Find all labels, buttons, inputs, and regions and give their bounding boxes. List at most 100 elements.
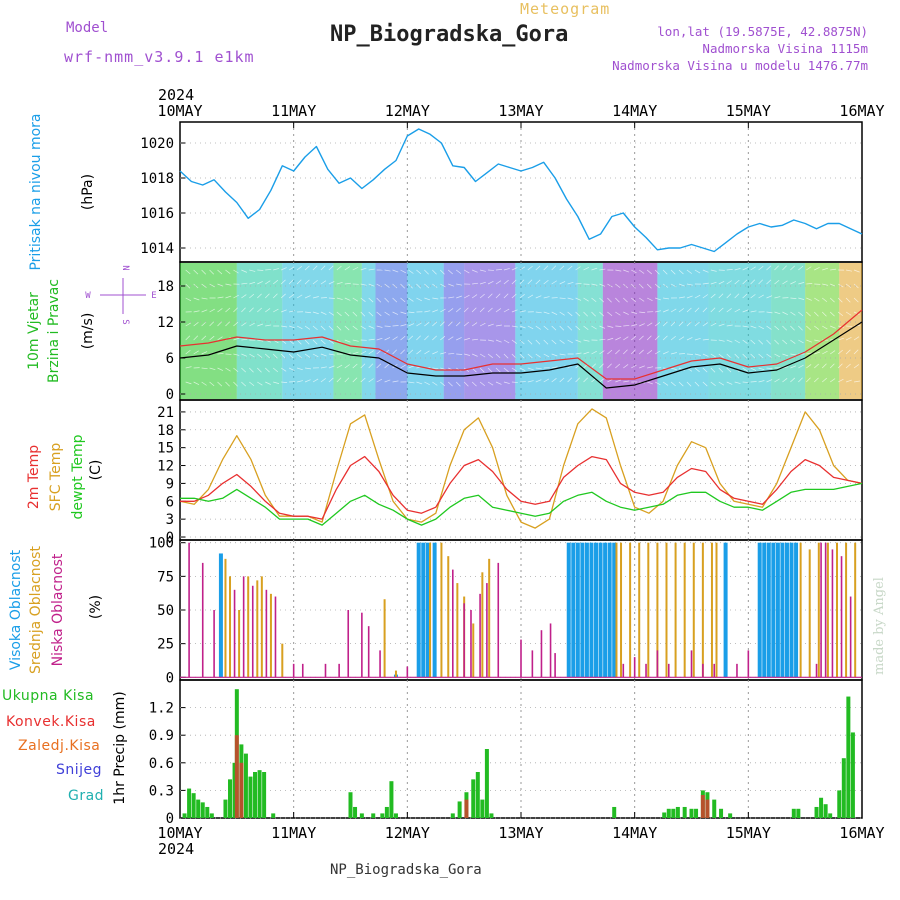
wind-barb-370 [511, 279, 517, 285]
wind-barb-102 [273, 308, 279, 313]
wind-barb-351 [495, 269, 502, 271]
low-cloud-bar-33 [690, 650, 693, 678]
wind-barb-382 [519, 325, 526, 329]
wind-barb-435 [567, 311, 573, 317]
wind-barb-21 [201, 309, 208, 313]
total-precip-bar-25 [393, 813, 398, 818]
wind-barb-311 [456, 337, 462, 341]
wind-barb-127 [296, 279, 302, 285]
wind-barb-200 [360, 297, 366, 302]
low-cloud-bar-19 [470, 610, 472, 678]
wind-barb-170 [328, 377, 334, 383]
high-cloud-bar-9 [580, 542, 585, 678]
wind-barb-397 [535, 279, 541, 285]
total-precip-bar-34 [612, 806, 617, 818]
wind-barb-573 [686, 353, 693, 355]
total-precip-bar-6 [209, 813, 214, 818]
wind-barb-165 [328, 311, 335, 316]
wind-barb-385 [519, 367, 526, 371]
low-cloud-bar-11 [338, 663, 340, 678]
wind-barb-98 [265, 381, 271, 385]
wind-barb-534 [655, 310, 662, 313]
wind-barb-36 [217, 269, 223, 275]
wind-barb-72 [249, 269, 256, 272]
wind-barb-383 [519, 339, 525, 345]
high-cloud-axis-title: Visoka Oblacnost [8, 549, 24, 670]
wind-field-5 [375, 263, 408, 399]
high-cloud-bar-19 [762, 542, 767, 678]
total-precip-bar-12 [243, 753, 248, 818]
wind-barb-235 [392, 283, 398, 289]
wind-barb-240 [392, 349, 397, 355]
wind-barb-365 [503, 339, 510, 344]
wind-barb-76 [249, 322, 255, 327]
wind-barb-445 [575, 325, 581, 331]
high-cloud-bar-5 [432, 542, 437, 678]
mid-cloud-bar-23 [656, 542, 659, 678]
wind-barb-317 [464, 294, 470, 299]
wind-barb-212 [368, 338, 375, 341]
wind-barb-426 [559, 311, 565, 316]
wind-barb-409 [543, 325, 549, 331]
wind-barb-181 [344, 282, 351, 285]
wind-barb-745 [837, 363, 843, 369]
wind-barb-105 [272, 353, 278, 359]
wind-barb-109 [280, 279, 286, 285]
wind-barb-124 [288, 367, 295, 371]
wind-barb-53 [225, 381, 230, 387]
wind-barb-550 [670, 283, 677, 288]
wind-barb-246 [400, 311, 407, 315]
wind-barb-54 [233, 269, 239, 274]
wind-barb-482 [607, 337, 614, 341]
wind-barb-206 [360, 377, 366, 383]
wind-barb-472 [599, 325, 606, 329]
wind-barb-517 [639, 323, 645, 327]
wind-barb-65 [241, 294, 247, 299]
mid-cloud-bar-34 [826, 542, 829, 678]
wind-barb-144 [312, 265, 318, 271]
wind-barb-441 [575, 266, 581, 271]
wind-barb-369 [511, 267, 518, 271]
wind-barb-428 [559, 339, 565, 344]
high-cloud-bar-7 [571, 542, 576, 678]
wind-barb-444 [575, 311, 581, 317]
wind-barb-744 [837, 349, 843, 355]
wind-barb-280 [432, 283, 438, 288]
wind-barb-258 [408, 349, 414, 355]
wind-barb-653 [758, 339, 764, 345]
wind-barb-222 [376, 349, 382, 355]
wind-barb-710 [806, 377, 811, 383]
conv-precip-bar-2 [464, 799, 469, 818]
wind-barb-239 [392, 336, 398, 341]
wind-barb-275 [424, 335, 429, 341]
low-cloud-bar-26 [549, 623, 552, 678]
wind-barb-520 [639, 365, 645, 369]
wind-barb-108 [281, 267, 287, 271]
wind-barb-637 [742, 367, 748, 372]
wind-barb-618 [726, 353, 732, 359]
wind-barb-678 [782, 311, 788, 315]
coordinates-label: lon,lat (19.5875E, 42.8875N) [657, 24, 868, 39]
wind-barb-488 [615, 297, 620, 303]
wind-barb-4 [185, 322, 191, 327]
wind-barb-62 [233, 381, 238, 387]
low-cloud-bar-4 [242, 576, 245, 678]
wind-barb-460 [591, 283, 598, 286]
wind-barb-499 [623, 325, 630, 327]
wind-speed-line [179, 321, 863, 389]
wind-barb-215 [368, 378, 374, 383]
wind-barb-323 [463, 381, 469, 387]
wind-barb-226 [384, 283, 390, 288]
wind-barb-1 [185, 283, 191, 289]
ytick-label-2-3: 9 [166, 476, 174, 492]
total-precip-bar-33 [489, 813, 494, 818]
wind-barb-400 [535, 325, 541, 330]
wind-barb-244 [400, 283, 406, 289]
low-cloud-bar-23 [520, 639, 522, 678]
wind-barb-763 [853, 364, 860, 369]
wind-barb-372 [511, 309, 518, 313]
wind-barb-309 [455, 307, 461, 313]
wind-barb-100 [272, 279, 279, 285]
wind-barb-180 [344, 266, 350, 271]
pressure-axis-title: Pritisak na nivou mora [28, 113, 44, 270]
